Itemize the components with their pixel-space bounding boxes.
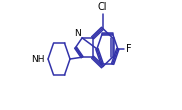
Text: Cl: Cl bbox=[98, 2, 107, 12]
Text: F: F bbox=[126, 44, 132, 54]
Text: N: N bbox=[74, 29, 81, 38]
Text: NH: NH bbox=[31, 55, 45, 63]
